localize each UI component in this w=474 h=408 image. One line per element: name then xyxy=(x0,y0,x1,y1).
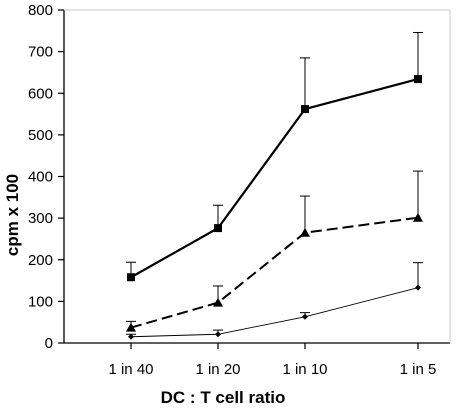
y-tick-label: 400 xyxy=(28,169,53,186)
data-point-diamond xyxy=(302,313,308,320)
data-point-square xyxy=(127,273,135,282)
y-tick-label: 300 xyxy=(28,210,53,227)
x-tick-label: 1 in 20 xyxy=(195,361,240,378)
series-3 xyxy=(126,262,423,340)
x-tick-label: 1 in 10 xyxy=(282,361,327,378)
y-axis-title: cpm x 100 xyxy=(3,174,22,256)
series-layer xyxy=(126,31,423,340)
y-tick-label: 700 xyxy=(28,44,53,61)
data-point-square xyxy=(301,105,309,114)
series-line xyxy=(130,216,419,329)
data-point-triangle xyxy=(413,212,423,222)
data-point-square xyxy=(214,224,222,233)
data-point-triangle xyxy=(213,297,223,307)
data-point-diamond xyxy=(215,331,221,338)
data-point-triangle xyxy=(126,322,136,332)
x-tick-label: 1 in 5 xyxy=(400,361,437,378)
series-line xyxy=(130,287,419,338)
y-tick-label: 600 xyxy=(28,85,53,102)
data-point-triangle xyxy=(300,227,310,237)
y-tick-label: 100 xyxy=(28,293,53,310)
series-2 xyxy=(126,170,423,332)
data-point-square xyxy=(414,75,422,84)
y-tick-label: 500 xyxy=(28,127,53,144)
labels-layer: DC : T cell ratio cpm x 100 xyxy=(3,174,285,407)
y-tick-label: 200 xyxy=(28,252,53,269)
series-1 xyxy=(126,31,423,282)
y-tick-label: 800 xyxy=(28,2,53,19)
data-point-diamond xyxy=(415,284,421,291)
series-line xyxy=(130,78,419,279)
y-tick-label: 0 xyxy=(45,335,53,352)
x-tick-label: 1 in 40 xyxy=(108,361,153,378)
axes: 0 100 200 300 400 500 600 700 800 1 in 40 1 in 20 1… xyxy=(28,2,451,378)
data-point-diamond xyxy=(128,333,134,340)
x-axis-title: DC : T cell ratio xyxy=(161,388,286,407)
